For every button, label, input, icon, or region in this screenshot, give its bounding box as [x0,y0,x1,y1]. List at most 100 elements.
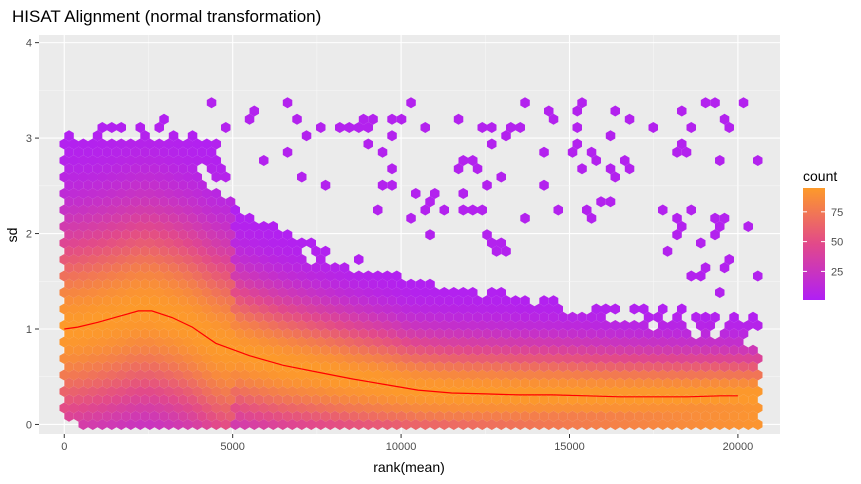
hexbin-cell [102,361,112,373]
hexbin-cell [719,328,730,340]
hexbin-cell [468,369,478,381]
y-tick-label: 0 [26,419,32,431]
hexbin-cell [221,221,231,232]
hexbin-cell [411,402,421,414]
hexbin-cell [64,328,74,340]
hexbin-cell [173,270,183,282]
hexbin-cell [102,377,112,389]
hexbin-cell [667,402,677,414]
hexbin-cell [463,328,473,340]
hexbin-cell [116,122,126,133]
hexbin-cell [719,410,730,422]
hexbin-cell [686,336,696,348]
hexbin-cell [639,353,649,364]
hexbin-cell [468,386,478,397]
hexbin-cell [168,377,179,389]
hexbin-cell [648,369,658,381]
hexbin-cell [373,386,383,397]
hexbin-cell [121,245,131,257]
hexbin-cell [78,419,88,430]
hexbin-cell [73,179,84,191]
hexbin-cell [140,229,150,241]
hexbin-cell [164,287,174,298]
hexbin-cell [577,344,587,356]
hexbin-cell [278,270,288,282]
hexbin-cell [515,303,525,315]
hexbin-cell [520,344,530,356]
hexbin-cell [159,410,169,422]
hexbin-cell [339,394,350,406]
hexbin-cell [97,303,107,315]
hexbin-cell [377,344,388,356]
hexbin-cell [501,295,511,307]
hexbin-cell [335,303,345,315]
hexbin-cell [563,353,573,364]
hexbin-cell [116,303,126,315]
hexbin-cell [278,353,288,364]
hexbin-cell [230,369,240,381]
hexbin-cell [102,163,112,175]
hexbin-cell [434,377,445,389]
hexbin-cell [135,204,145,216]
hexbin-cell [520,97,530,109]
hexbin-cell [425,196,435,208]
hexbin-cell [111,163,122,175]
hexbin-cell [610,105,620,117]
hexbin-cell [64,196,74,208]
hexbin-cell [567,377,578,389]
hexbin-cell [325,353,335,364]
hexbin-layer [59,97,763,430]
hexbin-cell [140,262,150,274]
hexbin-cell [130,295,141,307]
hexbin-cell [591,402,601,414]
hexbin-cell [634,328,644,340]
hexbin-cell [311,262,321,274]
x-axis-label: rank(mean) [373,459,445,475]
hexbin-cell [411,287,421,298]
hexbin-cell [491,361,502,373]
hexbin-cell [297,270,307,282]
hexbin-cell [634,410,644,422]
hexbin-cell [164,155,174,166]
hexbin-cell [88,336,98,348]
hexbin-cell [69,237,79,249]
hexbin-cell [335,419,345,430]
hexbin-cell [468,353,478,364]
hexbin-cell [145,386,155,397]
hexbin-cell [320,311,331,323]
hexbin-cell [240,303,250,315]
hexbin-cell [586,410,597,422]
hexbin-cell [525,402,535,414]
hexbin-cell [121,212,131,224]
hexbin-cell [349,410,359,422]
hexbin-cell [677,303,687,315]
hexbin-cell [102,179,112,191]
hexbin-cell [263,278,274,290]
hexbin-cell [83,311,93,323]
hexbin-cell [368,295,378,307]
hexbin-cell [206,377,217,389]
hexbin-cell [173,188,183,199]
hexbin-cell [249,254,259,265]
hexbin-cell [610,320,620,331]
hexbin-cell [491,344,502,356]
hexbin-cell [700,361,711,373]
hexbin-cell [64,245,74,257]
hexbin-cell [601,303,611,315]
hexbin-cell [662,377,673,389]
hexbin-cell [221,122,231,133]
hexbin-cell [73,196,84,208]
hexbin-cell [396,344,407,356]
hexbin-cell [591,353,601,364]
hexbin-cell [88,188,98,199]
hexbin-cell [140,394,150,406]
hexbin-cell [59,303,69,315]
hexbin-cell [544,303,554,315]
hexbin-cell [453,344,464,356]
hexbin-cell [368,394,378,406]
hexbin-cell [197,344,207,356]
hexbin-cell [510,328,521,340]
hexbin-cell [107,171,117,183]
hexbin-cell [582,419,592,430]
hexbin-cell [73,278,84,290]
